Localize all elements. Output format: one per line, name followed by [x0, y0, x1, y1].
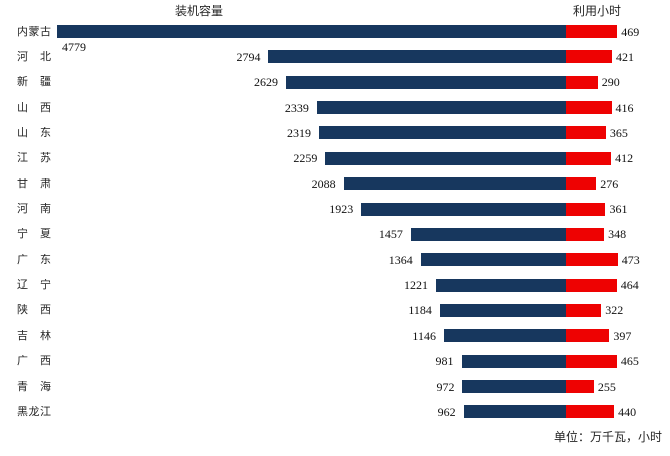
capacity-value-label: 2088 [311, 176, 336, 191]
province-label: 宁夏 [17, 228, 51, 241]
capacity-value-label: 2629 [254, 75, 279, 90]
province-label: 内蒙古 [17, 25, 51, 38]
capacity-bar [286, 75, 566, 89]
capacity-bar [443, 329, 566, 343]
hours-bar [566, 405, 615, 419]
capacity-value-label: 1221 [403, 278, 428, 293]
province-label: 青海 [17, 380, 51, 393]
hours-axis-title: 利用小时 [573, 4, 622, 18]
province-label: 黑龙江 [17, 405, 51, 418]
capacity-bar [316, 101, 566, 115]
capacity-value-label: 962 [437, 404, 456, 419]
hours-bar [566, 75, 598, 89]
hours-bar [566, 25, 618, 38]
province-label: 陕西 [17, 304, 51, 317]
capacity-bar [319, 126, 566, 140]
capacity-value-label: 1364 [388, 252, 413, 267]
capacity-bar [343, 177, 566, 191]
capacity-bar [463, 405, 566, 419]
province-label: 吉林 [17, 329, 51, 342]
capacity-bar [420, 253, 566, 267]
hours-value-label: 412 [615, 151, 634, 166]
capacity-value-label: 1923 [329, 202, 354, 217]
capacity-axis-title: 装机容量 [175, 4, 224, 18]
hours-value-label: 255 [597, 379, 616, 394]
hours-value-label: 464 [620, 278, 639, 293]
capacity-value-label: 1457 [378, 227, 403, 242]
province-label: 山西 [17, 101, 51, 114]
capacity-bar [361, 202, 566, 216]
capacity-bar [435, 278, 566, 292]
hours-value-label: 469 [621, 24, 640, 39]
hours-value-label: 322 [605, 303, 624, 318]
hours-value-label: 290 [601, 75, 620, 90]
capacity-bar [439, 303, 566, 317]
capacity-value-label: 981 [435, 354, 454, 369]
hours-value-label: 276 [600, 176, 619, 191]
hours-value-label: 416 [615, 100, 634, 115]
province-label: 辽宁 [17, 279, 51, 292]
province-label: 甘肃 [17, 177, 51, 190]
hours-bar [566, 50, 613, 64]
hours-value-label: 361 [609, 202, 628, 217]
province-label: 河南 [17, 203, 51, 216]
capacity-bar [57, 25, 566, 38]
hours-bar [566, 151, 612, 165]
province-label: 河北 [17, 50, 51, 63]
province-label: 江苏 [17, 152, 51, 165]
hours-value-label: 348 [608, 227, 627, 242]
hours-bar [566, 177, 597, 191]
hours-value-label: 397 [613, 328, 632, 343]
unit-note: 单位：万千瓦，小时 [553, 430, 662, 444]
hours-value-label: 440 [618, 404, 637, 419]
capacity-bar [268, 50, 566, 64]
capacity-bar [461, 354, 566, 368]
hours-bar [566, 329, 610, 343]
province-label: 山东 [17, 126, 51, 139]
hours-bar [566, 303, 602, 317]
hours-value-label: 473 [621, 252, 640, 267]
hours-bar [566, 354, 617, 368]
hours-bar [566, 126, 606, 140]
capacity-value-label: 4779 [62, 40, 87, 54]
hours-bar [566, 278, 617, 292]
hours-value-label: 365 [609, 125, 628, 140]
capacity-value-label: 972 [436, 379, 455, 394]
capacity-value-label: 1184 [408, 303, 432, 318]
hours-bar [566, 380, 594, 394]
hours-value-label: 465 [620, 354, 639, 369]
capacity-bar [410, 227, 566, 241]
capacity-value-label: 2319 [287, 125, 312, 140]
hours-bar [566, 253, 618, 267]
capacity-bar [325, 151, 566, 165]
hours-bar [566, 227, 605, 241]
province-label: 广西 [17, 355, 51, 368]
capacity-value-label: 2339 [284, 100, 309, 115]
hours-value-label: 421 [616, 49, 635, 64]
province-label: 广东 [17, 253, 51, 266]
capacity-value-label: 2259 [293, 151, 318, 166]
province-label: 新疆 [17, 76, 51, 89]
capacity-value-label: 1146 [412, 328, 436, 343]
capacity-bar [462, 380, 566, 394]
hours-bar [566, 202, 606, 216]
hours-bar [566, 101, 612, 115]
capacity-value-label: 2794 [236, 49, 261, 64]
